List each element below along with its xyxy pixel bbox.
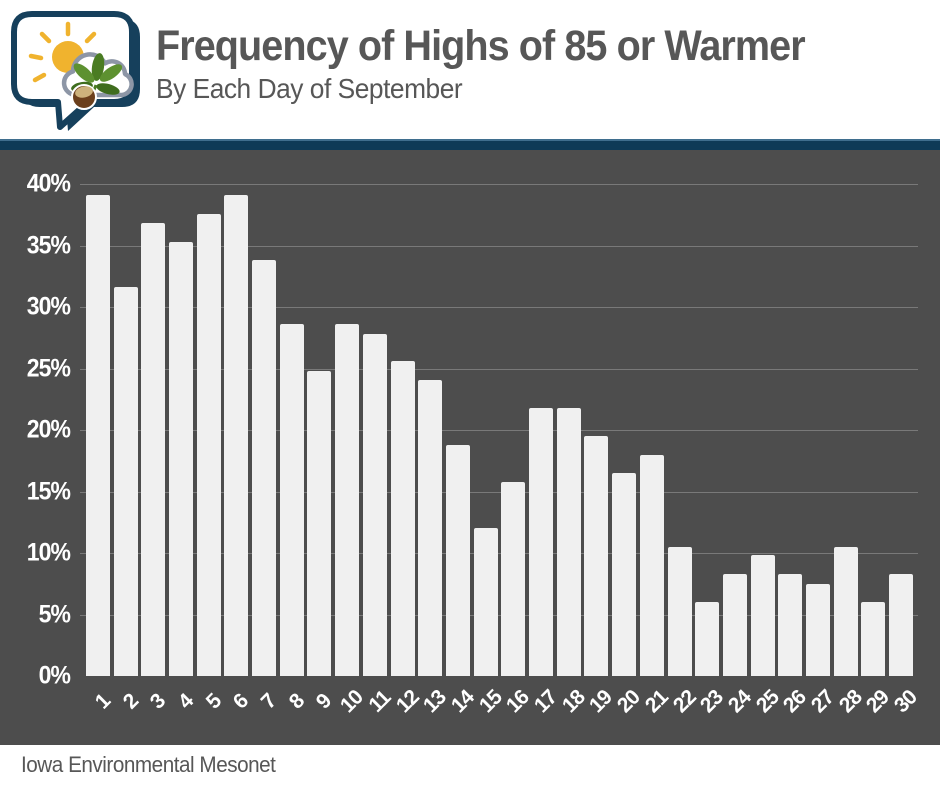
gridline-30 [80, 307, 918, 308]
bar-day-10 [335, 324, 360, 676]
bar-day-20 [612, 473, 637, 676]
gridline-15 [80, 491, 918, 493]
gridline-40 [80, 184, 918, 185]
y-tick-label-30: 30% [26, 292, 71, 321]
title-block: Frequency of Highs of 85 or Warmer By Ea… [156, 22, 936, 106]
bar-day-29 [861, 602, 886, 676]
bar-day-12 [390, 361, 415, 676]
gridline-10 [80, 553, 918, 554]
page-subtitle: By Each Day of September [156, 73, 463, 104]
bar-day-11 [362, 334, 387, 676]
gridline-35 [80, 245, 918, 247]
bar-day-16 [501, 481, 526, 676]
divider-highlight [0, 139, 940, 141]
header: Frequency of Highs of 85 or Warmer By Ea… [0, 0, 940, 139]
gridline-25 [80, 368, 918, 370]
y-tick-label-10: 10% [26, 538, 71, 567]
bar-day-5 [196, 213, 221, 676]
plot-area: 0% 5% 10% 15% 20% 25% 30% 35% 40% 1 2 3 4 5 6 7 8 9 10 11 12… [0, 150, 940, 745]
bar-day-26 [778, 573, 803, 676]
bar-day-25 [750, 555, 775, 676]
bar-day-27 [806, 583, 831, 676]
bar-day-18 [556, 407, 581, 676]
bar-day-17 [529, 407, 554, 676]
bar-day-1 [85, 195, 110, 676]
bar-day-19 [584, 436, 609, 676]
y-tick-label-35: 35% [26, 231, 71, 259]
iem-logo [11, 11, 140, 131]
bar-day-30 [889, 573, 914, 676]
y-tick-label-40: 40% [26, 169, 71, 198]
bar-day-9 [307, 370, 332, 676]
bar-day-15 [473, 528, 498, 676]
y-tick-label-0: 0% [38, 661, 71, 690]
y-tick-label-15: 15% [26, 477, 71, 505]
sun-rays-icon [28, 21, 97, 83]
chart-area: 0% 5% 10% 15% 20% 25% 30% 35% 40% 1 2 3 4 5 6 7 8 9 10 11 12… [0, 150, 940, 745]
gridline-20 [80, 430, 918, 431]
bar-day-24 [722, 573, 747, 676]
bar-day-14 [445, 444, 470, 676]
page-title: Frequency of Highs of 85 or Warmer [156, 22, 806, 70]
bar-day-3 [141, 223, 166, 676]
bar-day-2 [113, 287, 138, 676]
bar-day-7 [252, 260, 277, 676]
bar-day-6 [224, 195, 249, 676]
divider-bar [0, 141, 940, 150]
acorn-icon [71, 84, 97, 110]
bar-day-22 [667, 546, 692, 676]
bar-day-23 [695, 602, 720, 676]
bar-day-8 [279, 324, 304, 676]
gridline-5 [80, 614, 918, 616]
y-tick-label-25: 25% [26, 354, 71, 382]
y-tick-label-20: 20% [26, 415, 71, 444]
bar-day-28 [833, 546, 858, 676]
source-credit: Iowa Environmental Mesonet [21, 752, 276, 777]
bar-day-21 [639, 454, 664, 676]
bar-day-4 [168, 241, 193, 676]
bar-day-13 [418, 379, 443, 676]
footer: Iowa Environmental Mesonet [0, 745, 940, 788]
y-tick-label-5: 5% [38, 600, 71, 628]
